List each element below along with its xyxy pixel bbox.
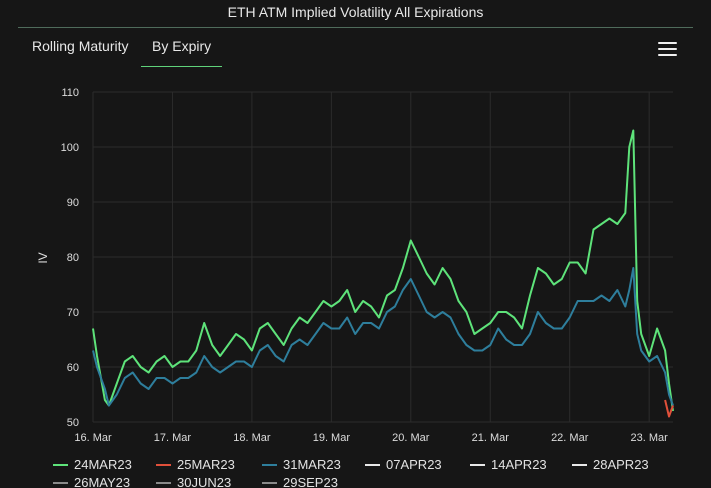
legend-item[interactable]: 24MAR23 (53, 457, 132, 472)
y-tick-label: 60 (67, 362, 79, 374)
series-layer (92, 129, 674, 418)
tab-rolling-maturity-label: Rolling Maturity (32, 38, 129, 54)
tab-by-expiry-label: By Expiry (152, 38, 212, 54)
x-tick-label: 23. Mar (631, 432, 669, 444)
hamburger-menu-icon[interactable] (658, 42, 678, 57)
y-tick-label: 70 (67, 307, 79, 319)
legend-label: 29SEP23 (283, 475, 338, 488)
x-axis-ticks: 16. Mar 17. Mar 18. Mar 19. Mar 20. Mar 21. M… (74, 432, 668, 444)
x-tick-label: 16. Mar (74, 432, 112, 444)
legend-label: 07APR23 (386, 457, 442, 472)
legend-item[interactable]: 28APR23 (572, 457, 649, 472)
legend-item[interactable]: 14APR23 (470, 457, 547, 472)
tab-rolling-maturity[interactable]: Rolling Maturity (32, 38, 128, 66)
tab-by-expiry[interactable]: By Expiry (141, 38, 223, 67)
legend-label: 26MAY23 (74, 475, 130, 488)
legend-label: 14APR23 (491, 457, 547, 472)
x-tick-label: 19. Mar (313, 432, 351, 444)
legend-label: 25MAR23 (177, 457, 235, 472)
y-axis-ticks: 50 60 70 80 90 100 110 (61, 87, 79, 429)
y-tick-label: 110 (61, 87, 79, 99)
legend: 24MAR23 25MAR23 31MAR23 07APR23 14APR23 28APR… (53, 457, 649, 488)
series-line-24mar23 (92, 129, 674, 412)
x-tick-label: 20. Mar (392, 432, 430, 444)
legend-label: 31MAR23 (283, 457, 341, 472)
legend-item[interactable]: 31MAR23 (262, 457, 341, 472)
series-line-31mar23 (92, 267, 674, 407)
y-tick-label: 100 (61, 142, 79, 154)
grid-lines (92, 91, 673, 423)
legend-item[interactable]: 30JUN23 (156, 475, 231, 488)
y-axis-label: IV (36, 252, 50, 263)
legend-label: 24MAR23 (74, 457, 132, 472)
legend-item[interactable]: 07APR23 (365, 457, 442, 472)
x-tick-label: 17. Mar (154, 432, 192, 444)
y-tick-label: 90 (67, 197, 79, 209)
x-tick-label: 22. Mar (551, 432, 589, 444)
legend-item[interactable]: 29SEP23 (262, 475, 338, 488)
series-line-25mar23 (664, 399, 674, 418)
x-tick-label: 18. Mar (233, 432, 271, 444)
legend-item[interactable]: 25MAR23 (156, 457, 235, 472)
y-tick-label: 80 (67, 252, 79, 264)
chart-title: ETH ATM Implied Volatility All Expiratio… (227, 4, 484, 20)
title-divider (18, 27, 693, 28)
y-tick-label: 50 (67, 417, 79, 429)
legend-label: 28APR23 (593, 457, 649, 472)
x-tick-label: 21. Mar (472, 432, 510, 444)
legend-label: 30JUN23 (177, 475, 231, 488)
legend-item[interactable]: 26MAY23 (53, 475, 130, 488)
